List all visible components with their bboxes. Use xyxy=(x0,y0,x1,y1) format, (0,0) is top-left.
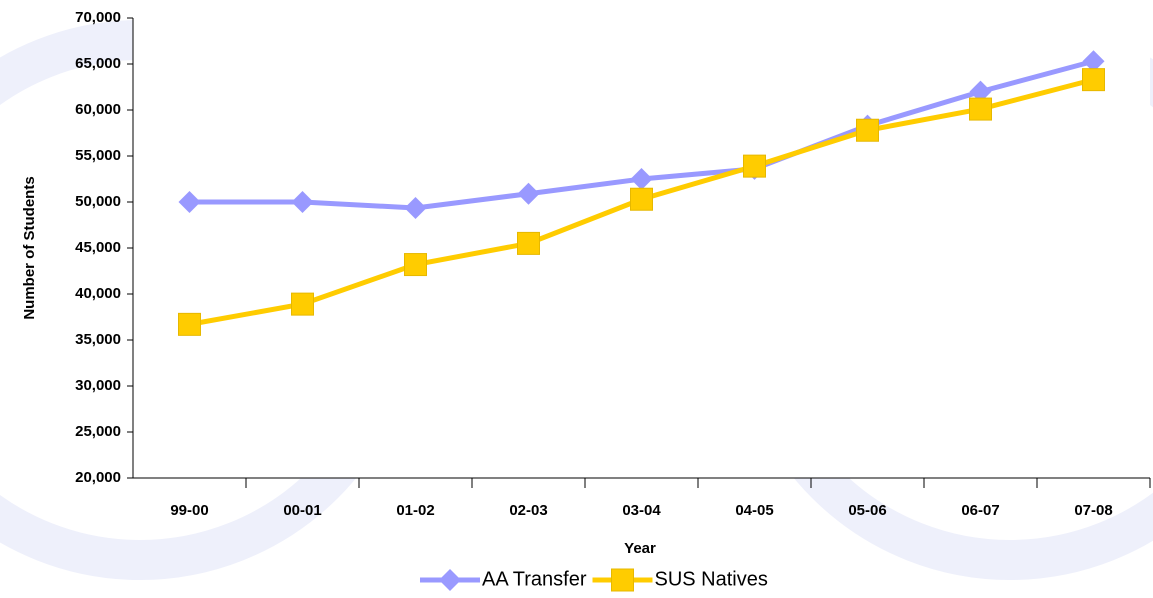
y-tick-label: 65,000 xyxy=(75,55,121,72)
x-tick-label: 07-08 xyxy=(1074,502,1112,519)
y-tick-label: 20,000 xyxy=(75,469,121,486)
x-axis-title: Year xyxy=(624,540,656,557)
y-tick-label: 50,000 xyxy=(75,193,121,210)
y-tick-label: 60,000 xyxy=(75,101,121,118)
point xyxy=(969,80,992,103)
y-tick-label: 30,000 xyxy=(75,377,121,394)
point xyxy=(291,191,314,213)
legend-label: SUS Natives xyxy=(655,568,768,590)
legend-item: AA Transfer xyxy=(420,568,587,591)
x-tick-label: 02-03 xyxy=(509,502,547,519)
point xyxy=(743,154,766,178)
x-tick-label: 03-04 xyxy=(622,502,661,519)
point xyxy=(856,118,879,142)
point xyxy=(517,231,540,255)
x-tick-label: 00-01 xyxy=(283,502,321,519)
point xyxy=(630,187,653,211)
point xyxy=(611,568,634,592)
legend-item: SUS Natives xyxy=(592,568,768,592)
point xyxy=(439,569,461,591)
point xyxy=(1082,50,1105,73)
point xyxy=(1082,68,1105,92)
x-tick-label: 04-05 xyxy=(735,502,773,519)
x-tick-label: 05-06 xyxy=(848,502,886,519)
point xyxy=(969,97,992,121)
y-tick-label: 35,000 xyxy=(75,331,121,348)
y-tick-label: 45,000 xyxy=(75,239,121,256)
x-tick-label: 06-07 xyxy=(961,502,999,519)
point xyxy=(291,292,314,316)
point xyxy=(178,191,201,213)
point xyxy=(517,182,540,205)
y-tick-label: 70,000 xyxy=(75,9,121,26)
x-tick-label: 99-00 xyxy=(170,502,208,519)
legend-label: AA Transfer xyxy=(482,568,587,590)
point xyxy=(630,168,653,190)
point xyxy=(178,312,201,336)
y-tick-label: 55,000 xyxy=(75,147,121,164)
point xyxy=(404,196,427,219)
y-axis-title: Number of Students xyxy=(21,176,38,319)
point xyxy=(404,253,427,277)
y-tick-label: 25,000 xyxy=(75,423,121,440)
x-tick-label: 01-02 xyxy=(396,502,434,519)
y-tick-label: 40,000 xyxy=(75,285,121,302)
